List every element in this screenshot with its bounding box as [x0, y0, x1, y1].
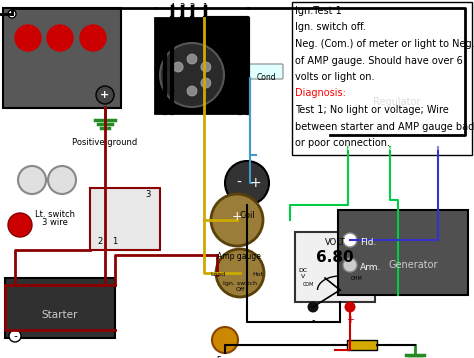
- Text: 2: 2: [190, 3, 195, 12]
- Text: -: -: [13, 331, 17, 341]
- Text: 6.80: 6.80: [316, 250, 354, 265]
- Text: Load: Load: [210, 272, 226, 277]
- Bar: [368, 35, 408, 60]
- Circle shape: [8, 213, 32, 237]
- Circle shape: [225, 161, 269, 205]
- Text: -: -: [311, 315, 315, 325]
- Text: +: +: [346, 315, 354, 325]
- Text: Test 1; No light or voltage; Wire: Test 1; No light or voltage; Wire: [295, 105, 449, 115]
- Circle shape: [48, 166, 76, 194]
- Text: +: +: [232, 211, 242, 223]
- Text: Gen: Gen: [378, 50, 398, 60]
- Text: Lt. switch: Lt. switch: [35, 210, 75, 219]
- Text: -: -: [237, 176, 241, 190]
- Text: 2: 2: [97, 237, 103, 246]
- Text: Fld.: Fld.: [360, 238, 376, 247]
- Circle shape: [15, 25, 41, 51]
- Circle shape: [96, 86, 114, 104]
- Circle shape: [18, 166, 46, 194]
- Bar: [3, 8, 121, 108]
- Text: Diagnosis:: Diagnosis:: [295, 88, 346, 98]
- Bar: [424, 133, 452, 147]
- Text: Off: Off: [236, 287, 245, 292]
- Text: Regulator: Regulator: [374, 97, 421, 107]
- Bar: [155, 18, 245, 113]
- Text: Ign. switch off.: Ign. switch off.: [295, 23, 366, 33]
- Circle shape: [345, 301, 356, 313]
- Text: 1: 1: [202, 3, 208, 12]
- Bar: [334, 133, 362, 147]
- Text: Starter: Starter: [42, 310, 78, 320]
- Text: 3 wire: 3 wire: [42, 218, 68, 227]
- Text: Hot: Hot: [253, 272, 264, 277]
- Circle shape: [201, 78, 211, 88]
- Text: DC: DC: [298, 268, 308, 273]
- Text: Amp gauge: Amp gauge: [217, 252, 261, 261]
- Text: of AMP gauge. Should have over 6: of AMP gauge. Should have over 6: [295, 55, 463, 66]
- Text: L: L: [346, 143, 350, 152]
- Circle shape: [9, 330, 21, 342]
- Bar: [295, 232, 375, 302]
- Text: Ign. switch: Ign. switch: [223, 281, 257, 286]
- Text: Fuse: Fuse: [216, 356, 234, 358]
- Circle shape: [47, 25, 73, 51]
- Text: Ign.Test 1: Ign.Test 1: [295, 6, 342, 16]
- Circle shape: [187, 86, 197, 96]
- Text: between starter and AMP gauge bad: between starter and AMP gauge bad: [295, 121, 474, 131]
- Circle shape: [160, 43, 224, 107]
- Circle shape: [343, 258, 357, 272]
- Text: 3: 3: [179, 3, 185, 12]
- Text: VOLT: VOLT: [325, 238, 346, 247]
- Bar: [330, 25, 465, 135]
- Bar: [292, 2, 472, 155]
- Circle shape: [216, 249, 264, 297]
- Circle shape: [212, 327, 238, 353]
- Circle shape: [201, 62, 211, 72]
- Text: V: V: [301, 274, 305, 279]
- Text: Generator: Generator: [388, 260, 438, 270]
- Bar: [90, 188, 160, 250]
- Text: 3: 3: [146, 190, 151, 199]
- Circle shape: [211, 194, 263, 246]
- Text: volts or light on.: volts or light on.: [295, 72, 374, 82]
- Circle shape: [308, 301, 319, 313]
- Text: +: +: [249, 176, 261, 190]
- FancyBboxPatch shape: [249, 64, 283, 79]
- Bar: [5, 278, 115, 338]
- Text: Positive ground: Positive ground: [73, 138, 137, 147]
- Bar: [347, 340, 377, 350]
- Text: or poor connection.: or poor connection.: [295, 138, 390, 148]
- Text: 1: 1: [112, 237, 118, 246]
- Text: OHM: OHM: [351, 276, 363, 281]
- Circle shape: [80, 25, 106, 51]
- Circle shape: [8, 10, 16, 18]
- Text: Arm.: Arm.: [360, 263, 382, 272]
- Circle shape: [187, 54, 197, 64]
- Text: COM: COM: [303, 282, 314, 287]
- Bar: [338, 210, 468, 295]
- Circle shape: [173, 62, 183, 72]
- Text: 4: 4: [169, 3, 174, 12]
- Text: Cond: Cond: [256, 73, 276, 82]
- Bar: [376, 133, 404, 147]
- Text: Fld: Fld: [432, 143, 444, 152]
- Text: Bat: Bat: [383, 143, 397, 152]
- Text: Coil: Coil: [239, 211, 255, 220]
- Text: Neg. (Com.) of meter or light to Neg.: Neg. (Com.) of meter or light to Neg.: [295, 39, 474, 49]
- Circle shape: [343, 233, 357, 247]
- Text: +: +: [100, 90, 109, 100]
